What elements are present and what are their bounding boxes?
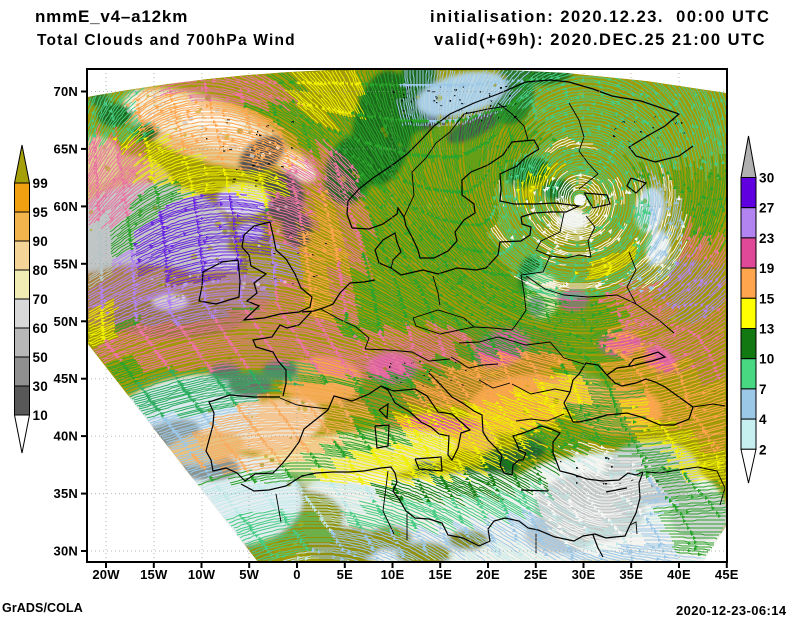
- svg-text:Total Clouds and 700hPa Wind: Total Clouds and 700hPa Wind: [37, 32, 296, 49]
- svg-text:10W: 10W: [188, 567, 216, 582]
- svg-text:30N: 30N: [54, 544, 78, 559]
- svg-text:GrADS/COLA: GrADS/COLA: [2, 601, 83, 615]
- svg-text:4: 4: [759, 412, 767, 427]
- svg-text:60: 60: [33, 321, 48, 336]
- svg-text:60N: 60N: [54, 199, 78, 214]
- svg-text:55N: 55N: [54, 256, 78, 271]
- svg-text:7: 7: [759, 382, 767, 397]
- svg-text:65N: 65N: [54, 141, 78, 156]
- svg-text:30E: 30E: [572, 567, 596, 582]
- svg-text:95: 95: [33, 205, 49, 220]
- svg-text:0: 0: [293, 567, 300, 582]
- svg-text:90: 90: [33, 234, 48, 249]
- svg-text:20W: 20W: [92, 567, 120, 582]
- svg-text:10E: 10E: [381, 567, 405, 582]
- svg-text:10: 10: [759, 352, 774, 367]
- svg-text:15W: 15W: [140, 567, 168, 582]
- svg-text:40N: 40N: [54, 429, 78, 444]
- svg-text:2020-12-23-06:14: 2020-12-23-06:14: [676, 603, 787, 618]
- svg-text:30: 30: [33, 379, 48, 394]
- svg-text:27: 27: [759, 201, 774, 216]
- svg-text:15: 15: [759, 291, 775, 306]
- svg-text:70: 70: [33, 292, 48, 307]
- svg-text:45E: 45E: [715, 567, 739, 582]
- svg-text:35E: 35E: [619, 567, 643, 582]
- svg-text:2: 2: [759, 442, 767, 457]
- svg-text:5W: 5W: [239, 567, 259, 582]
- svg-text:15E: 15E: [428, 567, 452, 582]
- svg-text:30: 30: [759, 171, 774, 186]
- svg-text:99: 99: [33, 176, 48, 191]
- svg-text:10: 10: [33, 408, 48, 423]
- svg-text:23: 23: [759, 231, 775, 246]
- svg-text:80: 80: [33, 263, 48, 278]
- svg-text:20E: 20E: [476, 567, 500, 582]
- svg-text:25E: 25E: [524, 567, 548, 582]
- svg-text:35N: 35N: [54, 486, 78, 501]
- svg-text:70N: 70N: [54, 84, 78, 99]
- svg-text:50N: 50N: [54, 314, 78, 329]
- svg-text:50: 50: [33, 350, 48, 365]
- svg-text:nmmE_v4–a12km: nmmE_v4–a12km: [35, 7, 188, 26]
- svg-text:45N: 45N: [54, 371, 78, 386]
- svg-text:13: 13: [759, 322, 775, 337]
- svg-text:valid(+69h): 2020.DEC.25 21:00: valid(+69h): 2020.DEC.25 21:00 UTC: [434, 31, 766, 49]
- svg-text:19: 19: [759, 261, 774, 276]
- svg-text:5E: 5E: [337, 567, 353, 582]
- svg-text:40E: 40E: [667, 567, 691, 582]
- svg-text:initialisation: 2020.12.23. 0: initialisation: 2020.12.23. 00:00 UTC: [430, 8, 770, 26]
